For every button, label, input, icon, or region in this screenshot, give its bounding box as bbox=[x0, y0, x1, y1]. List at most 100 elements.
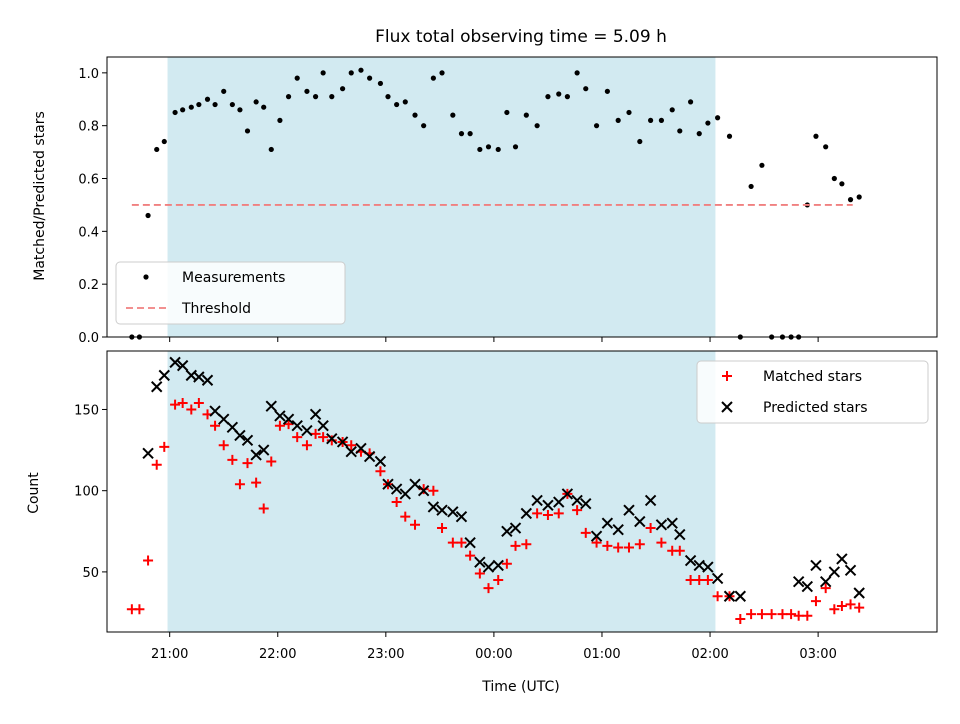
y-tick-label: 0.8 bbox=[78, 120, 99, 135]
predicted-star-point bbox=[169, 356, 181, 369]
matched-star-point bbox=[310, 428, 321, 439]
measurement-point bbox=[839, 181, 845, 187]
legend-matched-swatch bbox=[722, 371, 732, 381]
predicted-star-point bbox=[390, 483, 403, 495]
measurement-point bbox=[339, 86, 346, 92]
measurement-point bbox=[277, 117, 283, 123]
matched-star-point bbox=[143, 555, 154, 566]
measurement-point bbox=[294, 75, 300, 81]
top-y-axis-label: Matched/Predicted stars bbox=[32, 111, 48, 281]
matched-star-point bbox=[210, 420, 221, 431]
y-tick-label: 1.0 bbox=[78, 67, 99, 82]
predicted-star-point bbox=[474, 556, 486, 568]
plot-frame bbox=[106, 350, 938, 633]
measurement-point bbox=[669, 107, 675, 113]
predicted-star-point bbox=[291, 420, 303, 432]
predicted-star-point bbox=[455, 510, 468, 523]
measurement-point bbox=[485, 144, 492, 150]
predicted-star-point bbox=[542, 499, 554, 512]
predicted-star-point bbox=[482, 561, 495, 573]
predicted-star-point bbox=[844, 564, 857, 576]
measurement-point bbox=[512, 144, 519, 150]
measurement-point bbox=[348, 70, 354, 76]
measurement-point bbox=[477, 146, 483, 153]
measurement-point bbox=[367, 75, 373, 81]
measurement-point bbox=[244, 128, 251, 134]
measurement-point bbox=[439, 70, 445, 76]
measurement-point bbox=[564, 94, 570, 100]
matched-star-point bbox=[170, 399, 181, 410]
matched-star-point bbox=[766, 609, 777, 620]
legend-predicted-swatch bbox=[721, 401, 733, 413]
measurement-point bbox=[615, 117, 621, 123]
matched-star-point bbox=[227, 454, 238, 465]
predicted-star-point bbox=[345, 445, 357, 458]
matched-star-point bbox=[258, 503, 269, 514]
matched-star-point bbox=[134, 604, 145, 615]
predicted-star-point bbox=[142, 447, 154, 460]
legend: Matched stars Predicted stars bbox=[696, 360, 929, 424]
measurement-point bbox=[637, 138, 643, 145]
matched-star-point bbox=[756, 609, 767, 620]
measurement-point bbox=[312, 94, 319, 100]
predicted-star-point bbox=[234, 429, 246, 442]
matched-star-point bbox=[428, 485, 439, 496]
predicted-star-point bbox=[623, 504, 635, 516]
predicted-star-point bbox=[853, 587, 865, 599]
predicted-star-point bbox=[399, 488, 411, 500]
matched-star-point bbox=[836, 601, 847, 612]
x-tick-label: 01:00 bbox=[583, 647, 620, 662]
matched-star-point bbox=[251, 477, 262, 488]
y-tick-label: 0.6 bbox=[78, 173, 99, 188]
legend-measurement-swatch bbox=[143, 274, 149, 280]
measurement-point bbox=[196, 101, 202, 108]
predicted-star-point bbox=[553, 496, 565, 508]
legend-label: Matched stars bbox=[763, 369, 862, 385]
matched-star-point bbox=[845, 599, 856, 610]
ratio-panel: 0.0 0.2 0.4 0.6 0.8 1.0 Measurements Threshold bbox=[78, 56, 938, 346]
x-tick-label: 03:00 bbox=[799, 647, 836, 662]
measurement-point bbox=[450, 112, 456, 118]
predicted-star-point bbox=[810, 559, 822, 572]
measurement-point bbox=[626, 109, 632, 116]
matched-star-point bbox=[292, 432, 303, 443]
measurement-point bbox=[458, 131, 465, 137]
predicted-star-point bbox=[828, 566, 841, 578]
x-axis-label: Time (UTC) bbox=[481, 679, 559, 695]
matched-star-point bbox=[186, 404, 197, 415]
matched-star-point bbox=[218, 440, 229, 451]
measurement-point bbox=[261, 104, 267, 110]
matched-star-point bbox=[645, 523, 656, 534]
predicted-star-point bbox=[218, 413, 230, 425]
matched-star-point bbox=[542, 510, 553, 521]
matched-star-point bbox=[572, 505, 583, 516]
measurement-point bbox=[831, 175, 837, 182]
predicted-star-point bbox=[612, 523, 624, 536]
predicted-star-point bbox=[819, 575, 832, 588]
matched-star-point bbox=[521, 539, 532, 550]
x-tick-label: 23:00 bbox=[367, 647, 404, 662]
matched-star-point bbox=[510, 540, 521, 551]
measurement-point bbox=[648, 117, 654, 123]
matched-star-point bbox=[318, 432, 329, 443]
measurement-point bbox=[504, 109, 510, 116]
matched-star-point bbox=[580, 527, 591, 538]
y-tick-label: 150 bbox=[74, 403, 99, 418]
predicted-star-point bbox=[674, 528, 686, 541]
matched-star-point bbox=[656, 537, 667, 548]
matched-star-point bbox=[234, 479, 245, 490]
measurement-point bbox=[358, 67, 364, 73]
measurement-point bbox=[495, 146, 501, 153]
measurement-point bbox=[377, 80, 384, 87]
matched-star-point bbox=[829, 604, 840, 615]
legend-box bbox=[115, 261, 346, 325]
predicted-star-point bbox=[355, 442, 367, 455]
matched-star-point bbox=[702, 575, 713, 586]
predicted-star-point bbox=[601, 517, 614, 529]
predicted-star-point bbox=[274, 410, 286, 422]
measurement-point bbox=[604, 88, 610, 94]
matched-star-point bbox=[418, 484, 429, 495]
measurement-point bbox=[385, 94, 391, 100]
matched-star-point bbox=[177, 397, 188, 408]
measurement-point bbox=[534, 123, 540, 129]
